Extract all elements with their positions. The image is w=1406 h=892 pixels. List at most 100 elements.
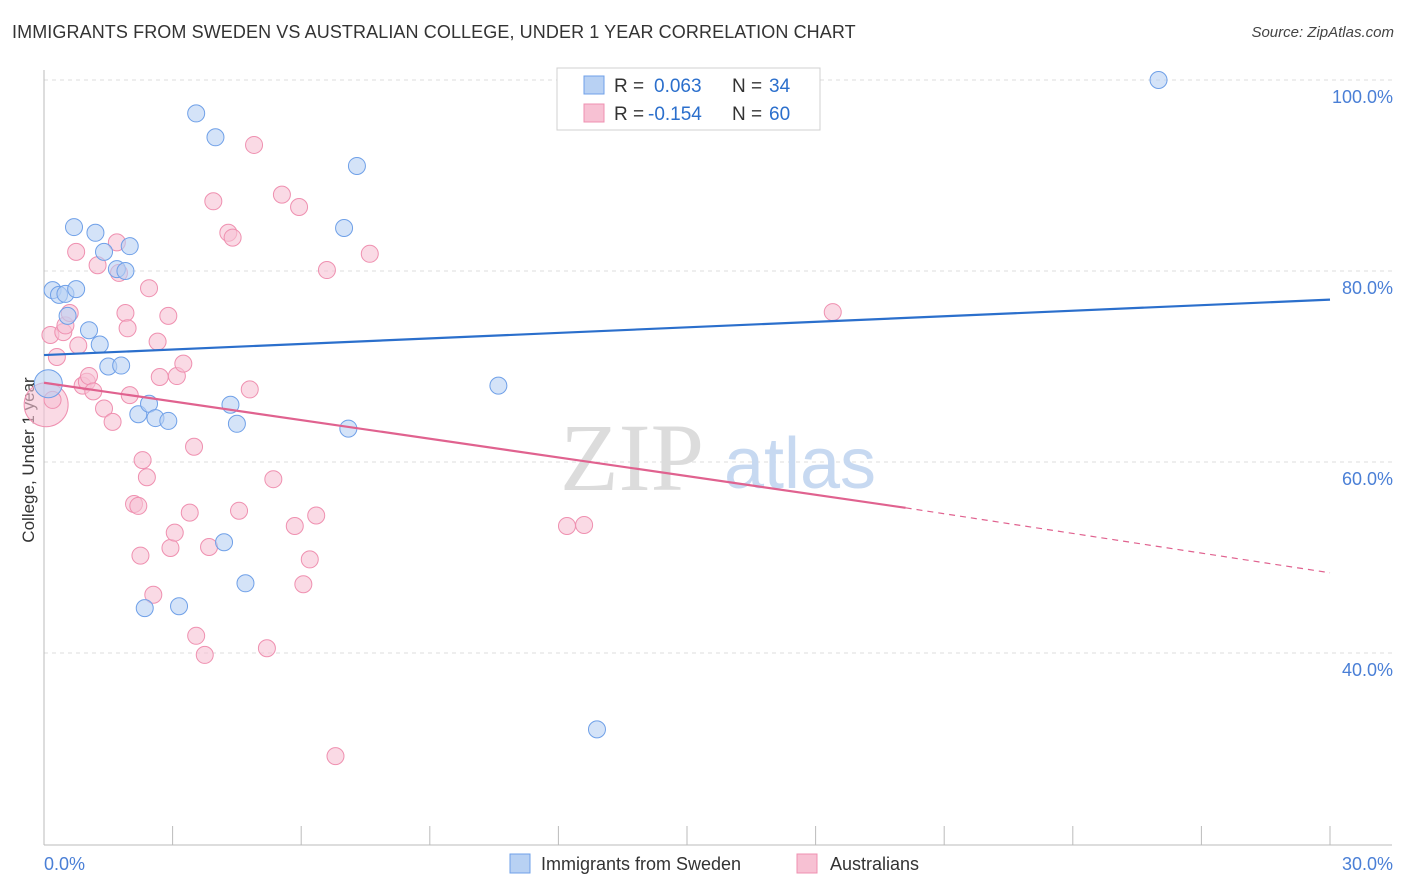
trend-lines — [43, 298, 1331, 574]
x-tick-labels: 0.0% 30.0% — [44, 854, 1393, 874]
point-australians — [165, 523, 184, 542]
point-australians — [140, 279, 159, 298]
legend-label-sweden: Immigrants from Sweden — [541, 854, 741, 874]
axes — [43, 70, 1392, 846]
x-tick-label: 30.0% — [1342, 854, 1393, 874]
point-sweden — [90, 335, 109, 354]
point-australians — [290, 198, 309, 217]
point-australians — [230, 501, 249, 520]
point-australians — [575, 516, 594, 535]
series-legend: Immigrants from Sweden Australians — [509, 853, 919, 874]
legend-label-australians: Australians — [830, 854, 919, 874]
x-tick-label: 0.0% — [44, 854, 85, 874]
point-australians — [69, 336, 88, 355]
point-sweden — [65, 218, 84, 237]
point-sweden — [80, 321, 99, 340]
stats-n-label-2: N = — [732, 104, 762, 125]
stats-r-label-2: R = — [614, 104, 644, 125]
point-australians — [257, 639, 276, 658]
point-australians — [118, 319, 137, 338]
stats-n-value-2: 60 — [769, 104, 790, 125]
point-australians — [317, 261, 336, 280]
point-australians — [245, 135, 264, 154]
point-australians — [240, 380, 259, 399]
y-tick-label: 80.0% — [1342, 278, 1393, 298]
point-sweden — [206, 128, 225, 147]
point-sweden — [347, 156, 366, 175]
stats-n-value-1: 34 — [769, 76, 791, 97]
point-sweden — [170, 597, 189, 616]
point-australians — [264, 470, 283, 489]
point-australians — [200, 537, 219, 556]
point-australians — [148, 332, 167, 351]
point-australians — [307, 506, 326, 525]
point-australians — [185, 437, 204, 456]
point-australians — [223, 228, 242, 247]
point-sweden — [120, 237, 139, 256]
point-sweden — [227, 414, 246, 433]
point-australians — [360, 244, 379, 263]
stats-swatch-sweden — [583, 75, 605, 95]
point-sweden — [58, 306, 77, 325]
watermark: ZIP atlas — [560, 404, 876, 511]
point-australians — [823, 303, 842, 322]
point-australians — [285, 516, 304, 535]
point-sweden — [236, 574, 255, 593]
y-tick-labels: 100.0% 80.0% 60.0% 40.0% — [1332, 87, 1393, 680]
point-australians — [133, 451, 152, 470]
point-australians — [161, 538, 180, 557]
stats-r-label-1: R = — [614, 76, 644, 97]
point-sweden — [159, 411, 178, 430]
legend-swatch-australians — [796, 853, 818, 874]
point-sweden — [335, 219, 354, 238]
point-sweden — [135, 599, 154, 618]
point-australians — [557, 516, 576, 535]
point-australians — [80, 367, 99, 386]
watermark-atlas: atlas — [724, 424, 876, 504]
chart-title: IMMIGRANTS FROM SWEDEN VS AUSTRALIAN COL… — [12, 22, 856, 42]
point-australians — [159, 306, 178, 325]
point-australians — [204, 192, 223, 211]
point-australians — [294, 575, 313, 594]
point-sweden — [489, 376, 508, 395]
point-australians — [195, 645, 214, 664]
stats-r-value-1: 0.063 — [654, 76, 702, 97]
point-sweden — [112, 356, 131, 375]
stats-n-label-1: N = — [732, 76, 762, 97]
trend-line-sweden — [43, 298, 1331, 357]
point-sweden — [67, 280, 86, 299]
point-australians — [131, 546, 150, 565]
legend-swatch-sweden — [509, 853, 531, 874]
point-australians — [300, 550, 319, 569]
trend-line-australians — [43, 381, 906, 509]
point-australians — [129, 496, 148, 515]
point-australians — [326, 747, 345, 766]
point-australians — [47, 347, 66, 366]
point-sweden — [95, 242, 114, 261]
stats-swatch-australians — [583, 103, 605, 123]
point-australians — [150, 368, 169, 387]
point-australians — [103, 412, 122, 431]
stats-legend: R = 0.063 N = 34 R = -0.154 N = 60 — [556, 67, 821, 131]
point-australians — [116, 304, 135, 323]
data-points — [23, 71, 1168, 766]
point-australians — [174, 354, 193, 373]
point-australians — [144, 585, 163, 604]
point-australians — [67, 242, 86, 261]
point-sweden — [1149, 71, 1168, 89]
y-tick-label: 40.0% — [1342, 660, 1393, 680]
stats-r-value-2: -0.154 — [648, 104, 702, 125]
point-sweden — [86, 223, 105, 242]
point-australians — [187, 626, 206, 645]
point-australians — [137, 468, 156, 487]
point-sweden — [116, 262, 135, 280]
point-australians — [272, 185, 291, 204]
point-sweden — [215, 533, 234, 552]
point-australians — [95, 399, 114, 418]
source-label: Source: ZipAtlas.com — [1251, 24, 1394, 41]
point-australians — [180, 503, 199, 522]
trend-line-australians-extrapolated — [905, 507, 1331, 574]
watermark-zip: ZIP — [560, 404, 704, 511]
point-sweden — [187, 104, 206, 123]
